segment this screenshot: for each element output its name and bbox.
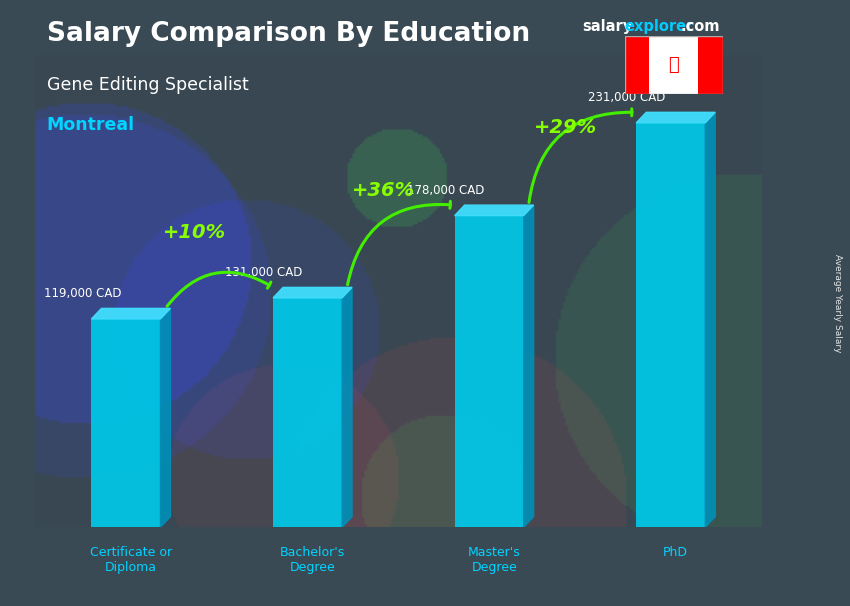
Text: PhD: PhD <box>663 546 688 559</box>
Text: +29%: +29% <box>534 118 597 136</box>
Text: +36%: +36% <box>352 181 416 200</box>
Bar <box>698 36 722 94</box>
Bar <box>455 216 524 527</box>
Text: explorer: explorer <box>625 19 694 35</box>
Text: 178,000 CAD: 178,000 CAD <box>407 184 484 196</box>
Text: 🍁: 🍁 <box>668 56 679 74</box>
Polygon shape <box>455 205 534 216</box>
Polygon shape <box>524 205 534 527</box>
Text: Average Yearly Salary: Average Yearly Salary <box>833 254 842 352</box>
Bar <box>636 123 705 527</box>
Text: +10%: +10% <box>163 223 226 242</box>
Text: 231,000 CAD: 231,000 CAD <box>588 91 666 104</box>
Text: Bachelor's
Degree: Bachelor's Degree <box>280 546 345 574</box>
Polygon shape <box>273 287 352 298</box>
Text: Salary Comparison By Education: Salary Comparison By Education <box>47 21 530 47</box>
Polygon shape <box>342 287 352 527</box>
Text: Certificate or
Diploma: Certificate or Diploma <box>90 546 172 574</box>
Bar <box>92 319 161 527</box>
Text: salary: salary <box>582 19 632 35</box>
Polygon shape <box>161 308 171 527</box>
Polygon shape <box>92 308 171 319</box>
Text: Master's
Degree: Master's Degree <box>468 546 520 574</box>
Bar <box>273 298 342 527</box>
Text: .com: .com <box>680 19 719 35</box>
Bar <box>625 36 649 94</box>
Polygon shape <box>636 112 715 123</box>
Text: Montreal: Montreal <box>47 116 135 135</box>
Bar <box>649 36 698 94</box>
Text: Gene Editing Specialist: Gene Editing Specialist <box>47 76 248 94</box>
Polygon shape <box>706 112 715 527</box>
Text: 119,000 CAD: 119,000 CAD <box>43 287 121 300</box>
Text: 131,000 CAD: 131,000 CAD <box>225 266 303 279</box>
